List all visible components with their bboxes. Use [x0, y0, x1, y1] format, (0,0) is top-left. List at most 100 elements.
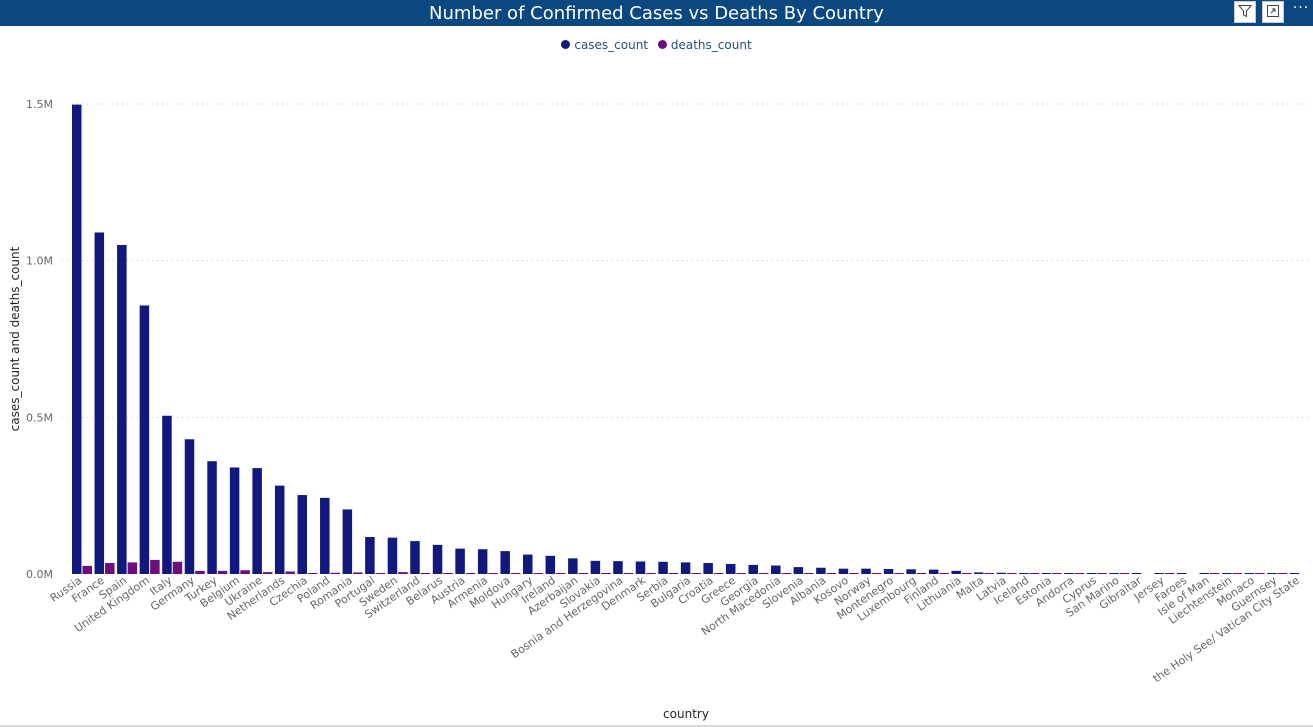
bar-cases	[1289, 573, 1300, 574]
bar-deaths	[262, 572, 273, 574]
bar-deaths	[308, 573, 318, 574]
bar-cases	[297, 495, 307, 574]
y-tick-label: 1.0M	[26, 255, 53, 268]
bar-deaths	[781, 573, 792, 574]
bar-cases	[816, 567, 826, 574]
title-bar	[0, 0, 1313, 26]
bar-deaths	[465, 573, 476, 574]
bar-deaths	[217, 570, 228, 574]
bar-cases	[1222, 573, 1232, 574]
bar-cases	[207, 461, 217, 574]
bar-cases	[906, 569, 916, 574]
focus-mode-button[interactable]	[1262, 1, 1284, 23]
bar-cases	[94, 232, 105, 574]
bar-cases	[523, 554, 533, 574]
bar-deaths	[82, 565, 92, 574]
bar-deaths	[1074, 573, 1085, 574]
legend: cases_count deaths_count	[0, 38, 1313, 52]
bar-cases	[771, 565, 781, 574]
bar-deaths	[623, 573, 634, 574]
legend-dot-deaths	[657, 40, 667, 49]
x-axis-title: country	[663, 707, 709, 721]
bar-cases	[252, 468, 262, 574]
bar-cases	[590, 560, 601, 574]
legend-item-cases[interactable]: cases_count	[561, 38, 648, 52]
bar-cases	[545, 555, 556, 574]
bar-deaths	[285, 571, 295, 574]
bar-deaths	[691, 573, 701, 574]
bar-deaths	[488, 573, 498, 574]
bar-cases	[1109, 573, 1119, 574]
bar-deaths	[240, 570, 250, 574]
legend-label-deaths: deaths_count	[670, 38, 752, 52]
bar-deaths	[1029, 573, 1040, 574]
bar-deaths	[668, 573, 679, 574]
bar-deaths	[150, 559, 160, 574]
bar-cases	[455, 548, 465, 574]
bar-cases	[432, 544, 443, 574]
bar-deaths	[759, 573, 769, 574]
bar-deaths	[1007, 573, 1017, 574]
bar-cases	[1176, 573, 1187, 574]
bar-deaths	[127, 562, 138, 574]
legend-item-deaths[interactable]: deaths_count	[657, 38, 752, 52]
bar-deaths	[172, 561, 183, 574]
bar-cases	[838, 568, 849, 574]
more-options-button[interactable]: ···	[1292, 0, 1310, 16]
bar-cases	[793, 567, 804, 574]
bar-cases	[72, 104, 82, 575]
bar-cases	[974, 572, 984, 574]
bar-deaths	[1255, 573, 1265, 574]
bar-cases	[320, 497, 330, 574]
bar-deaths	[578, 573, 589, 574]
y-tick-label: 0.0M	[26, 568, 53, 581]
bar-deaths	[984, 573, 994, 574]
bar-deaths	[894, 573, 904, 574]
filter-button[interactable]	[1234, 1, 1256, 23]
bar-deaths	[1052, 573, 1062, 574]
bar-cases	[883, 568, 894, 574]
bar-cases	[184, 439, 195, 574]
bar-deaths	[826, 573, 837, 574]
bar-cases	[387, 537, 398, 574]
bar-cases	[1064, 573, 1074, 574]
bar-deaths	[961, 573, 972, 574]
bar-cases	[951, 570, 961, 574]
bar-deaths	[353, 572, 363, 574]
bar-deaths	[375, 573, 386, 574]
bottom-divider	[0, 725, 1313, 727]
bar-cases	[1154, 573, 1164, 574]
filter-icon	[1237, 3, 1253, 22]
y-tick-label: 1.5M	[26, 98, 53, 111]
bar-deaths	[398, 572, 408, 574]
bar-deaths	[195, 570, 205, 574]
focus-mode-icon	[1266, 3, 1280, 22]
legend-label-cases: cases_count	[574, 38, 649, 52]
bar-cases	[500, 551, 510, 574]
bar-cases	[658, 561, 668, 574]
bar-cases	[748, 564, 758, 574]
y-tick-label: 0.5M	[26, 411, 53, 424]
chart-title: Number of Confirmed Cases vs Deaths By C…	[429, 3, 884, 24]
bar-cases	[703, 563, 713, 574]
bar-deaths	[916, 573, 927, 574]
bar-deaths	[533, 573, 543, 574]
bar-cases	[613, 561, 623, 574]
bar-cases	[1199, 573, 1209, 574]
bar-deaths	[1277, 573, 1288, 574]
bar-cases	[139, 305, 150, 574]
bar-cases	[1131, 573, 1142, 574]
bar-cases	[680, 562, 691, 574]
bar-cases	[1019, 573, 1029, 574]
bar-deaths	[105, 563, 115, 574]
legend-dot-cases	[561, 40, 571, 49]
bar-cases	[410, 541, 420, 574]
bar-deaths	[556, 573, 566, 574]
bar-cases	[117, 245, 127, 574]
bar-deaths	[1119, 573, 1130, 574]
bar-deaths	[1232, 573, 1243, 574]
bar-deaths	[736, 573, 746, 574]
bar-cases	[1267, 573, 1277, 574]
bar-cases	[477, 549, 488, 574]
